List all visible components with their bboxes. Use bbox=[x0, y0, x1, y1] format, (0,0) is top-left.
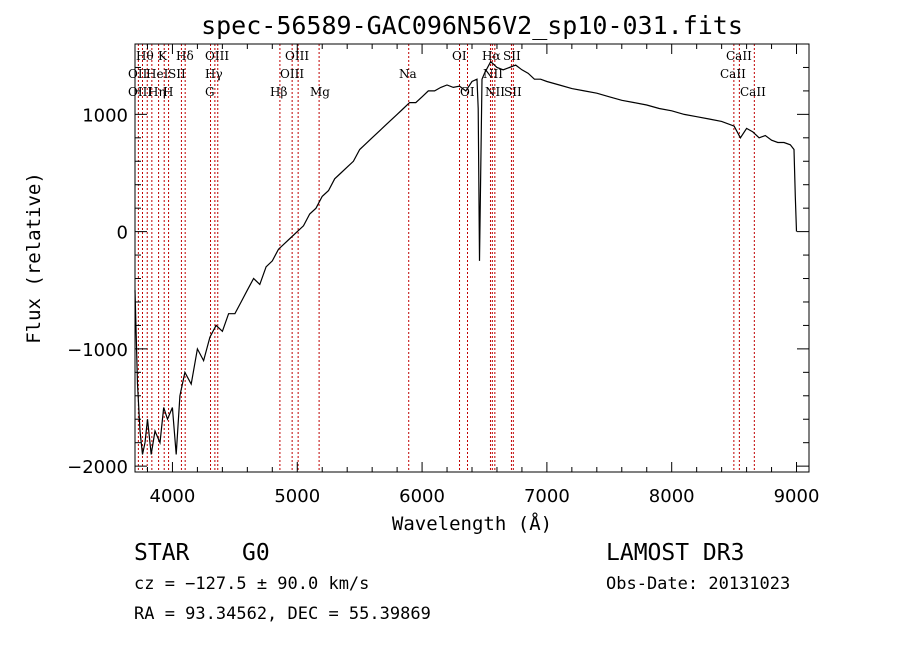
line-label: H bbox=[163, 85, 173, 99]
x-tick-label: 4000 bbox=[150, 486, 196, 507]
line-label: OIII bbox=[205, 49, 229, 63]
y-tick-label: 1000 bbox=[82, 105, 128, 126]
line-label: SII bbox=[503, 49, 521, 63]
y-tick-label: 0 bbox=[117, 223, 128, 244]
line-label: K bbox=[158, 49, 168, 63]
spectral-subclass: G0 bbox=[242, 540, 270, 566]
line-label: Hβ bbox=[270, 85, 287, 99]
line-label: SII bbox=[504, 85, 522, 99]
line-label: Hη bbox=[148, 85, 166, 99]
line-label: Hδ bbox=[176, 49, 194, 63]
x-tick-label: 9000 bbox=[774, 486, 820, 507]
line-label: OIII bbox=[128, 85, 152, 99]
y-axis: −2000 −1000 0 1000 bbox=[67, 66, 809, 478]
line-label: OIII bbox=[280, 67, 304, 81]
y-tick-label: −1000 bbox=[67, 340, 128, 361]
x-tick-label: 6000 bbox=[399, 486, 445, 507]
line-label: CaII bbox=[720, 67, 746, 81]
line-label: HeI bbox=[146, 67, 169, 81]
coordinates: RA = 93.34562, DEC = 55.39869 bbox=[134, 604, 431, 624]
line-label: Hθ bbox=[136, 49, 154, 63]
plot-frame bbox=[134, 43, 810, 473]
x-axis: 4000 5000 6000 7000 8000 9000 bbox=[146, 44, 820, 507]
line-label: Mg bbox=[310, 85, 330, 99]
survey-name: LAMOST DR3 bbox=[606, 540, 745, 566]
x-axis-label: Wavelength (Å) bbox=[392, 512, 552, 535]
object-class: STAR bbox=[134, 540, 190, 566]
line-label: G bbox=[205, 85, 215, 99]
line-label: OII bbox=[128, 67, 148, 81]
flux-series-line bbox=[134, 60, 798, 455]
x-tick-label: 5000 bbox=[274, 486, 320, 507]
line-label: OIII bbox=[285, 49, 309, 63]
y-axis-label: Flux (relative) bbox=[23, 172, 45, 344]
chart-title: spec-56589-GAC096N56V2_sp10-031.fits bbox=[201, 11, 743, 40]
x-tick-label: 7000 bbox=[524, 486, 570, 507]
line-label: CaII bbox=[740, 85, 766, 99]
x-tick-label: 8000 bbox=[649, 486, 695, 507]
redshift-cz: cz = −127.5 ± 90.0 km/s bbox=[134, 574, 370, 594]
line-label: SII bbox=[168, 67, 186, 81]
line-label: OI bbox=[452, 49, 467, 63]
line-label: NII bbox=[483, 67, 503, 81]
line-label: Na bbox=[399, 67, 417, 81]
line-label: CaII bbox=[726, 49, 752, 63]
line-label: Hα bbox=[482, 49, 501, 63]
y-tick-label: −2000 bbox=[67, 457, 128, 478]
line-label: NII bbox=[485, 85, 505, 99]
line-label: OI bbox=[460, 85, 475, 99]
spectral-line-markers bbox=[137, 44, 755, 472]
line-label-group: Hθ K Hδ OIII OIII OI Hα SII CaII OII HeI… bbox=[128, 49, 766, 99]
line-label: Hγ bbox=[205, 67, 223, 81]
observation-date: Obs-Date: 20131023 bbox=[606, 574, 791, 594]
